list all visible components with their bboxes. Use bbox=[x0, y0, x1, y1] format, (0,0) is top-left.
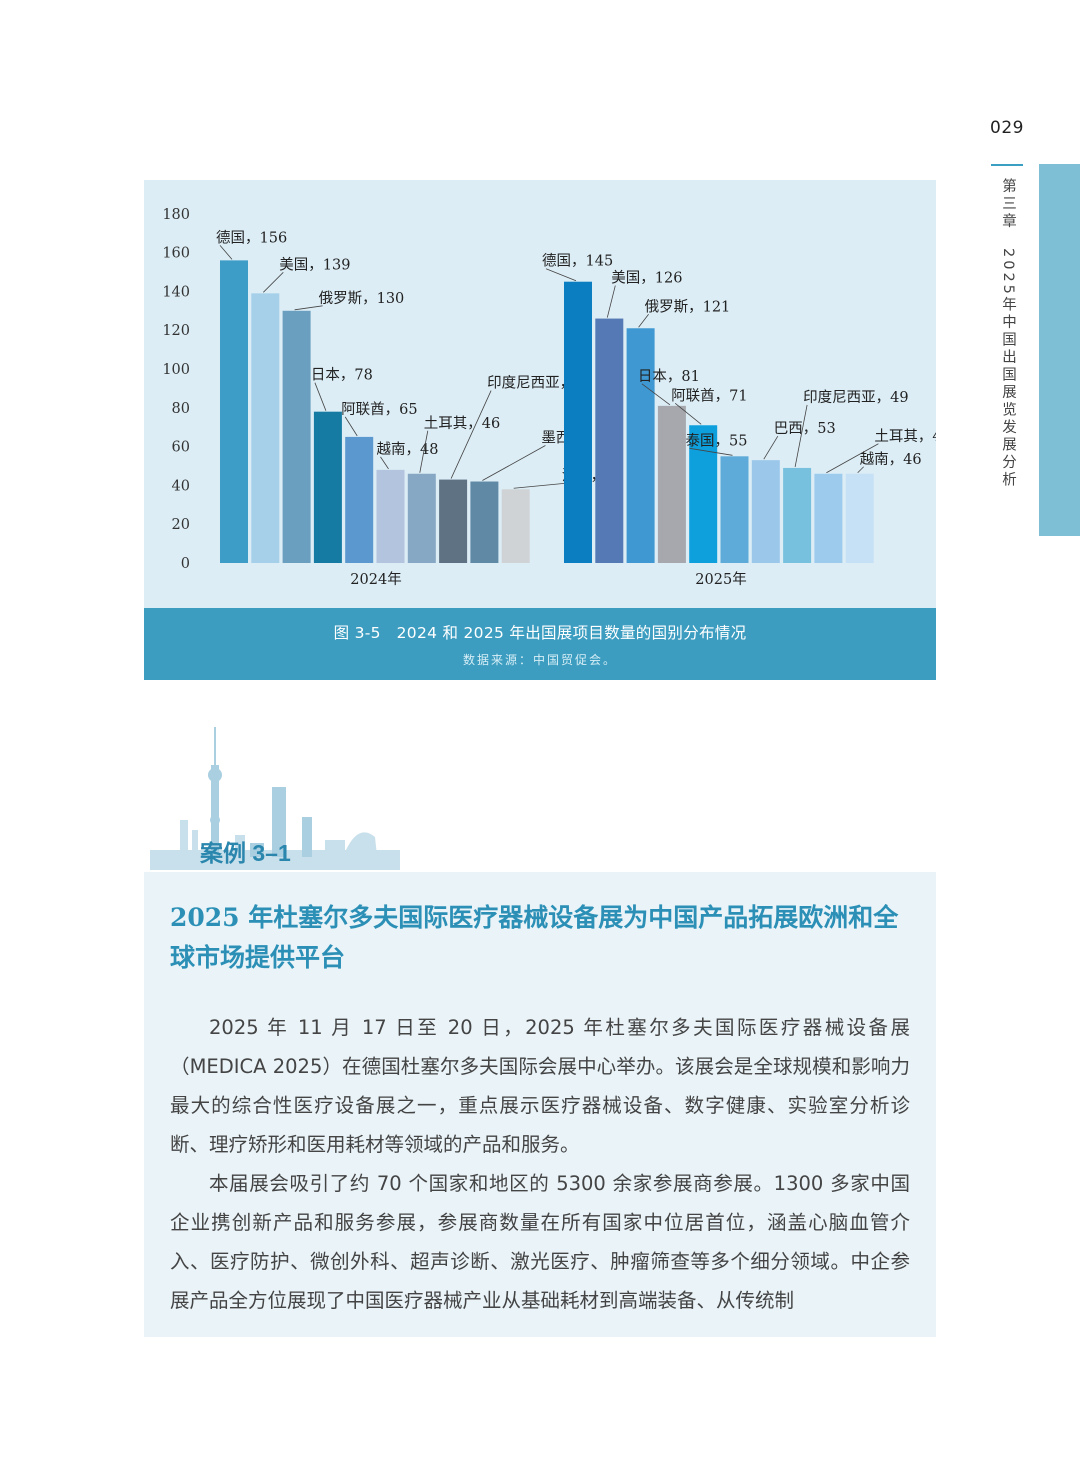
bar bbox=[345, 436, 374, 563]
leader-line bbox=[638, 314, 649, 328]
bar bbox=[564, 281, 592, 563]
bar-label: 印度尼西亚，49 bbox=[803, 389, 908, 406]
leader-line bbox=[545, 268, 577, 282]
bar-label: 阿联酋，65 bbox=[341, 400, 417, 418]
case-title: 2025 年杜塞尔多夫国际医疗器械设备展为中国产品拓展欧洲和全球市场提供平台 bbox=[170, 903, 899, 972]
bar bbox=[313, 411, 342, 563]
bar bbox=[501, 489, 530, 563]
bar-label: 德国，156 bbox=[216, 229, 287, 246]
leader-line bbox=[450, 390, 492, 479]
bar bbox=[439, 479, 468, 563]
y-tick-label: 0 bbox=[181, 556, 190, 572]
y-tick-label: 60 bbox=[172, 440, 190, 456]
bar-label: 阿联酋，71 bbox=[671, 386, 747, 404]
x-group-label: 2024年 bbox=[350, 571, 401, 588]
bar bbox=[845, 473, 874, 563]
case-paragraph-2: 本届展会吸引了约 70 个国家和地区的 5300 余家参展商参展。1300 多家… bbox=[170, 1172, 910, 1312]
figure-3-5: 0 20 40 60 80 100 120 140 160 180 德国，156 美国，139 俄罗斯，… bbox=[144, 180, 936, 680]
page-number: 029 bbox=[990, 118, 1024, 138]
y-tick-label: 40 bbox=[172, 478, 190, 494]
bar-label: 俄罗斯，121 bbox=[645, 298, 731, 315]
bar-label: 越南，48 bbox=[377, 441, 439, 458]
y-tick-label: 120 bbox=[162, 323, 190, 339]
bar bbox=[251, 293, 280, 563]
figure-caption-band: 图 3-5 2024 和 2025 年出国展项目数量的国别分布情况 数据来源：中… bbox=[144, 608, 936, 680]
y-tick-label: 140 bbox=[162, 284, 190, 300]
leader-line bbox=[482, 445, 546, 481]
bar-label: 越南，46 bbox=[860, 451, 922, 468]
bar-label: 俄罗斯，130 bbox=[319, 290, 405, 307]
city-skyline-icon bbox=[150, 727, 400, 870]
bar-label: 土耳其，46 bbox=[874, 428, 936, 445]
bar bbox=[220, 260, 248, 563]
leader-line bbox=[857, 466, 864, 474]
bar-label: 美国，139 bbox=[279, 256, 350, 273]
leader-line bbox=[674, 402, 702, 425]
bar-label: 泰国，55 bbox=[686, 432, 748, 449]
bar bbox=[689, 425, 718, 563]
bar bbox=[657, 405, 686, 563]
leader-line bbox=[689, 447, 733, 456]
chapter-tab bbox=[1039, 164, 1080, 536]
leader-line bbox=[344, 416, 358, 437]
y-tick-label: 20 bbox=[172, 517, 190, 533]
leader-line bbox=[606, 285, 616, 318]
case-paragraph-1: 2025 年 11 月 17 日至 20 日，2025 年杜塞尔多夫国际医疗器械… bbox=[170, 1016, 910, 1156]
bar bbox=[595, 318, 624, 563]
side-rule bbox=[991, 164, 1023, 166]
bar bbox=[814, 473, 843, 563]
leader-line bbox=[763, 435, 779, 460]
chapter-side-title: 第三章 2025年中国出国展览发展分析 bbox=[1000, 178, 1016, 490]
case-box: 2025 年杜塞尔多夫国际医疗器械设备展为中国产品拓展欧洲和全球市场提供平台 2… bbox=[144, 872, 936, 1337]
bar-label: 日本，81 bbox=[638, 368, 700, 385]
leader-line bbox=[826, 443, 879, 474]
bar-chart: 0 20 40 60 80 100 120 140 160 180 德国，156 美国，139 俄罗斯，… bbox=[162, 207, 936, 588]
figure-caption: 图 3-5 2024 和 2025 年出国展项目数量的国别分布情况 bbox=[333, 624, 747, 642]
bar-label: 土耳其，46 bbox=[424, 415, 500, 432]
y-tick-label: 160 bbox=[162, 246, 190, 262]
bar bbox=[626, 328, 655, 563]
leader-line bbox=[794, 404, 808, 468]
leader-line bbox=[419, 430, 429, 473]
bar-label: 美国，126 bbox=[611, 270, 682, 287]
bar bbox=[720, 456, 749, 563]
leader-line bbox=[263, 272, 284, 293]
leader-line bbox=[219, 245, 233, 260]
y-tick-label: 80 bbox=[172, 401, 190, 417]
leader-line bbox=[641, 383, 671, 406]
bar bbox=[376, 469, 405, 563]
leader-line bbox=[294, 305, 323, 311]
case-body: 2025 年 11 月 17 日至 20 日，2025 年杜塞尔多夫国际医疗器械… bbox=[170, 1008, 910, 1320]
bar bbox=[783, 467, 812, 563]
bar-label: 日本，78 bbox=[311, 367, 373, 384]
x-group-label: 2025年 bbox=[695, 571, 746, 588]
leader-line bbox=[314, 382, 327, 411]
leader-line bbox=[513, 482, 566, 489]
bar bbox=[470, 481, 499, 563]
leader-line bbox=[380, 456, 389, 470]
bar bbox=[282, 310, 311, 563]
bar bbox=[751, 460, 780, 563]
y-tick-label: 180 bbox=[162, 207, 190, 223]
case-label: 案例 3–1 bbox=[200, 840, 291, 866]
bar bbox=[407, 473, 436, 563]
figure-source: 数据来源：中国贸促会。 bbox=[462, 653, 617, 667]
bar-label: 德国，145 bbox=[542, 253, 613, 270]
y-tick-label: 100 bbox=[162, 362, 190, 378]
bar-label: 巴西，53 bbox=[774, 421, 836, 437]
